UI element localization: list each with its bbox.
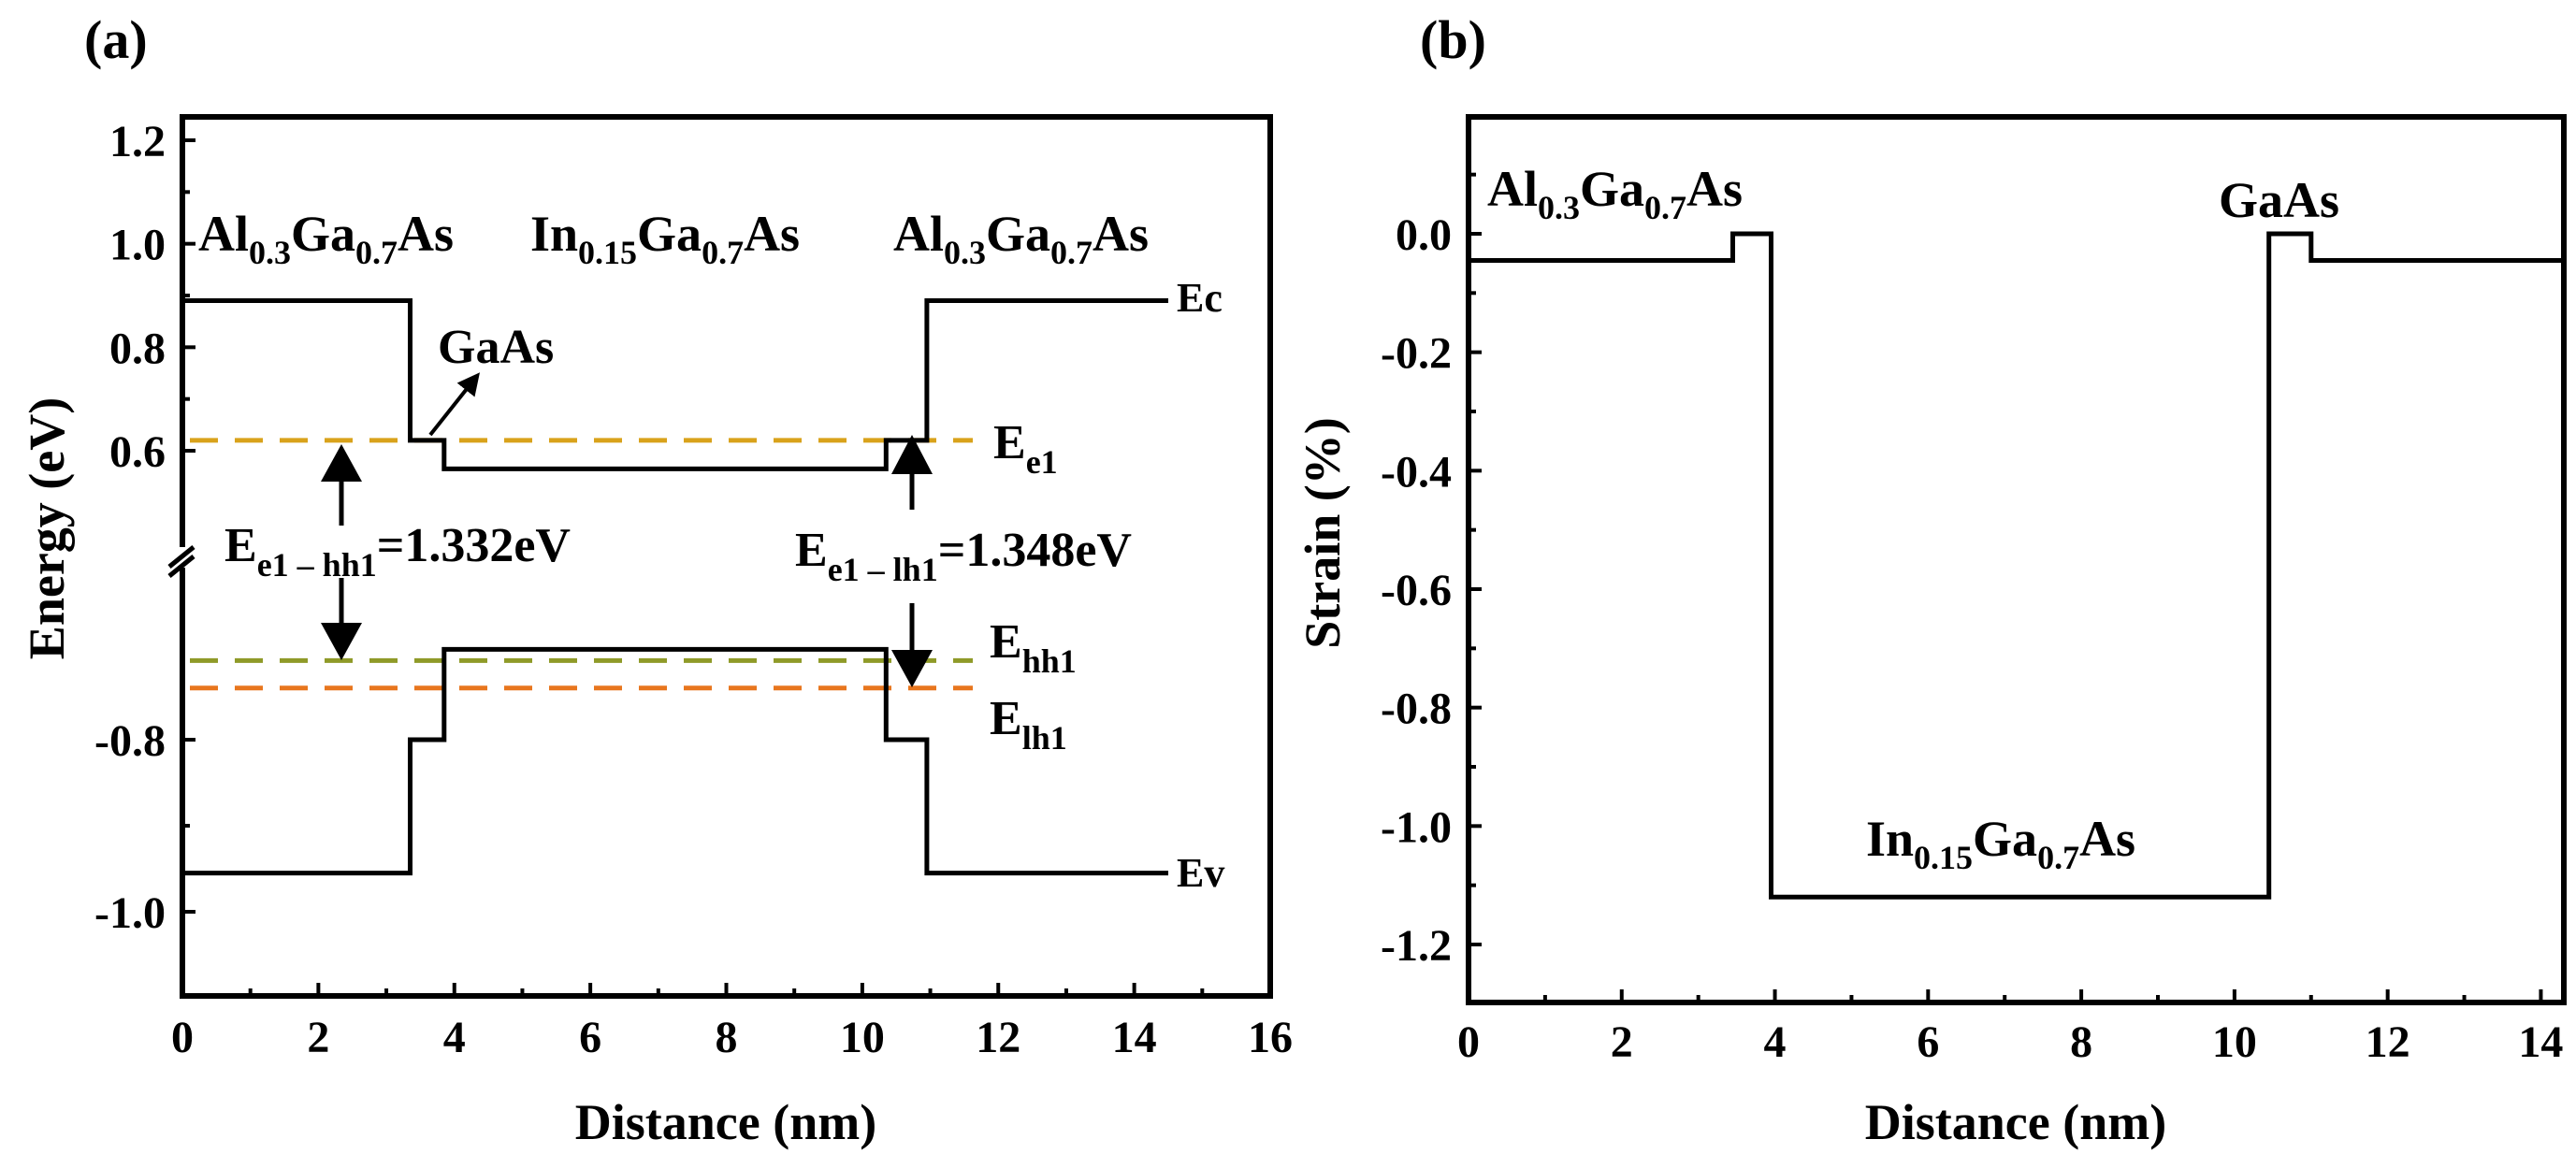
b-xtick-label: 4: [1764, 1017, 1787, 1067]
panel-b: (b) 0 2 4 6 8 10 12 14 0.0 -0.2 -0.4 -0.6 -0.8 -1.0 -1…: [1295, 9, 2567, 1150]
a-xtick-label: 0: [171, 1013, 194, 1062]
a-ytick-label: 1.0: [109, 221, 166, 270]
a-xtick-label: 10: [840, 1013, 885, 1062]
b-xtick-label: 2: [1611, 1017, 1633, 1067]
a-series-ev: [182, 646, 1168, 876]
panel-b-series: [1469, 231, 2564, 900]
b-xtick-label: 8: [2070, 1017, 2092, 1067]
b-ytick-label: 0.0: [1396, 210, 1452, 260]
a-series-ec: [182, 298, 1168, 471]
panel-b-label: (b): [1420, 9, 1486, 70]
b-ytick-label: -1.2: [1381, 921, 1452, 971]
a-region-label-middle: In0.15Ga0.7As: [530, 206, 800, 271]
a-ytick-label: 0.8: [109, 324, 166, 373]
a-ehh1-label: Ehh1: [990, 615, 1077, 680]
b-xtick-label: 12: [2366, 1017, 2410, 1067]
b-ytick-label: -1.0: [1381, 802, 1452, 852]
a-xtick-label: 4: [443, 1013, 466, 1062]
a-xtick-label: 16: [1248, 1013, 1293, 1062]
panel-b-frame: [1466, 114, 2567, 1005]
a-transition-lh-arrow: [891, 435, 933, 687]
a-xtick-label: 6: [579, 1013, 601, 1062]
a-gaas-arrow: [428, 372, 480, 437]
axis-break-mark: [167, 545, 196, 578]
a-xtick-label: 14: [1112, 1013, 1157, 1062]
panel-a-ticks: 0 2 4 6 8 10 12 14 16 1.2 1.0 0.8 0.6 -0.8 -1.0: [94, 117, 1293, 1062]
b-region-label-middle: In0.15Ga0.7As: [1866, 811, 2135, 876]
panel-a-ylabel: Energy (eV): [19, 397, 75, 659]
a-ec-label: Ec: [1177, 275, 1223, 321]
b-region-label-left: Al0.3Ga0.7As: [1487, 161, 1743, 226]
b-ytick-label: -0.6: [1381, 566, 1452, 615]
b-ytick-label: -0.8: [1381, 685, 1452, 734]
panel-a-series: [182, 298, 1168, 876]
b-ytick-label: -0.4: [1381, 447, 1452, 497]
panel-a-xlabel: Distance (nm): [575, 1094, 876, 1150]
panel-b-ylabel: Strain (%): [1295, 417, 1351, 648]
b-xtick-label: 14: [2518, 1017, 2563, 1067]
b-gaas-label: GaAs: [2219, 172, 2339, 228]
b-xtick-label: 10: [2212, 1017, 2257, 1067]
panel-b-xlabel: Distance (nm): [1865, 1094, 2166, 1150]
a-ev-label: Ev: [1177, 850, 1224, 896]
panel-a: (a) 0 2 4 6 8 10 12 14 16 1.2 1.0 0.8 0.6 -0.8 -1.0 Di…: [19, 9, 1293, 1150]
a-ytick-label: 1.2: [109, 117, 166, 166]
b-xtick-label: 0: [1457, 1017, 1480, 1067]
a-region-label-left: Al0.3Ga0.7As: [198, 206, 454, 271]
panel-a-label: (a): [84, 9, 148, 70]
a-xtick-label: 8: [716, 1013, 738, 1062]
a-ytick-label: -0.8: [94, 716, 166, 766]
a-transition-hh-arrow: [321, 444, 362, 660]
a-elh1-label: Elh1: [990, 692, 1067, 757]
a-ytick-label: -1.0: [94, 888, 166, 938]
a-transition-hh-label: Ee1 – hh1=1.332eV: [224, 519, 571, 584]
a-ee1-label: Ee1: [993, 416, 1058, 481]
b-series-strain: [1469, 231, 2564, 900]
a-transition-lh-label: Ee1 – lh1=1.348eV: [795, 524, 1132, 588]
a-gaas-label: GaAs: [438, 321, 554, 374]
b-xtick-label: 6: [1917, 1017, 1939, 1067]
a-xtick-label: 2: [307, 1013, 329, 1062]
a-ytick-label: 0.6: [109, 427, 166, 477]
a-xtick-label: 12: [976, 1013, 1020, 1062]
panel-b-ticks: 0 2 4 6 8 10 12 14 0.0 -0.2 -0.4 -0.6 -0.8 -1.0 -1.2: [1381, 172, 2563, 1067]
a-region-label-right: Al0.3Ga0.7As: [893, 206, 1149, 271]
b-ytick-label: -0.2: [1381, 329, 1452, 379]
